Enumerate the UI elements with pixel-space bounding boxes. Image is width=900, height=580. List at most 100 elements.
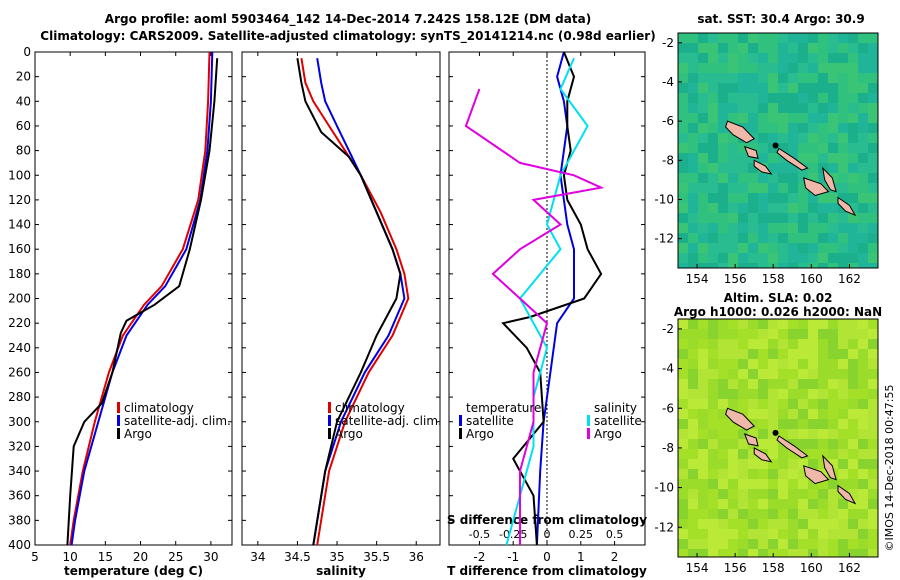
map-cell	[778, 429, 788, 439]
map-cell	[848, 53, 858, 63]
map-cell	[718, 369, 728, 379]
map-cell	[818, 499, 828, 509]
map-cell	[848, 509, 858, 519]
map-cell	[858, 469, 868, 479]
map-cell	[728, 223, 738, 233]
map-cell	[868, 33, 878, 43]
map-cell	[718, 133, 728, 143]
map-cell	[718, 319, 728, 329]
map-cell	[748, 479, 758, 489]
map-cell	[728, 419, 738, 429]
legend-label-argo: Argo	[335, 427, 363, 441]
map-cell	[678, 193, 688, 203]
map-cell	[698, 499, 708, 509]
map-cell	[728, 339, 738, 349]
map-cell	[728, 379, 738, 389]
map-cell	[818, 103, 828, 113]
map-cell	[808, 499, 818, 509]
map-cell	[708, 83, 718, 93]
map-cell	[828, 339, 838, 349]
map-cell	[678, 213, 688, 223]
map-cell	[718, 143, 728, 153]
map-cell	[718, 479, 728, 489]
map-cell	[698, 399, 708, 409]
map-cell	[778, 469, 788, 479]
map-cell	[848, 419, 858, 429]
map-cell	[748, 329, 758, 339]
map-cell	[738, 549, 748, 557]
map-cell	[808, 389, 818, 399]
map-cell	[788, 349, 798, 359]
map-cell	[758, 509, 768, 519]
map-cell	[718, 539, 728, 549]
map-cell	[778, 409, 788, 419]
map-cell	[848, 63, 858, 73]
map-cell	[838, 519, 848, 529]
map-cell	[868, 73, 878, 83]
map-cell	[738, 529, 748, 539]
map-cell	[708, 93, 718, 103]
map-cell	[748, 143, 758, 153]
map-cell	[768, 133, 778, 143]
map-cell	[678, 469, 688, 479]
map-cell	[828, 489, 838, 499]
map-cell	[758, 153, 768, 163]
map-cell	[848, 429, 858, 439]
map-cell	[828, 233, 838, 243]
map-cell	[778, 163, 788, 173]
map-cell	[718, 53, 728, 63]
map-cell	[818, 399, 828, 409]
map-cell	[808, 163, 818, 173]
map-cell	[858, 263, 868, 268]
map-cell	[718, 43, 728, 53]
map-cell	[698, 33, 708, 43]
map-cell	[828, 153, 838, 163]
map-cell	[838, 329, 848, 339]
map-cell	[678, 479, 688, 489]
map-cell	[858, 113, 868, 123]
map-cell	[838, 499, 848, 509]
map-cell	[708, 133, 718, 143]
map-cell	[698, 349, 708, 359]
map-cell	[828, 113, 838, 123]
map-cell	[798, 93, 808, 103]
series-line-temperature-satellite	[535, 51, 575, 546]
map-cell	[758, 93, 768, 103]
map-cell	[758, 379, 768, 389]
map-cell	[758, 539, 768, 549]
legend-head-temperature: temperature	[466, 401, 541, 415]
land-island	[725, 120, 756, 144]
map-cell	[788, 263, 798, 268]
map-cell	[698, 459, 708, 469]
map-cell	[838, 469, 848, 479]
map-cell	[688, 359, 698, 369]
map-cell	[798, 133, 808, 143]
map-cell	[688, 263, 698, 268]
map-cell	[748, 33, 758, 43]
map-cell	[848, 163, 858, 173]
map-cell	[788, 369, 798, 379]
map-cell	[848, 439, 858, 449]
x-tick-label: 35.5	[363, 550, 390, 564]
map-cell	[678, 53, 688, 63]
map-cell	[778, 339, 788, 349]
map-cell	[788, 459, 798, 469]
map-frame	[677, 318, 879, 558]
sla-map-title-line2: Argo h1000: 0.026 h2000: NaN	[674, 305, 882, 319]
map-cell	[758, 243, 768, 253]
x2-tick-label: -0.5	[469, 528, 490, 541]
map-cell	[758, 439, 768, 449]
map-cell	[738, 369, 748, 379]
map-cell	[798, 253, 808, 263]
map-cell	[838, 509, 848, 519]
map-cell	[688, 213, 698, 223]
map-cell	[778, 389, 788, 399]
map-cell	[718, 359, 728, 369]
map-cell	[868, 349, 878, 359]
map-cell	[768, 409, 778, 419]
map-cell	[788, 103, 798, 113]
map-cell	[828, 33, 838, 43]
map-cell	[698, 419, 708, 429]
map-cell	[678, 153, 688, 163]
map-cell	[688, 33, 698, 43]
